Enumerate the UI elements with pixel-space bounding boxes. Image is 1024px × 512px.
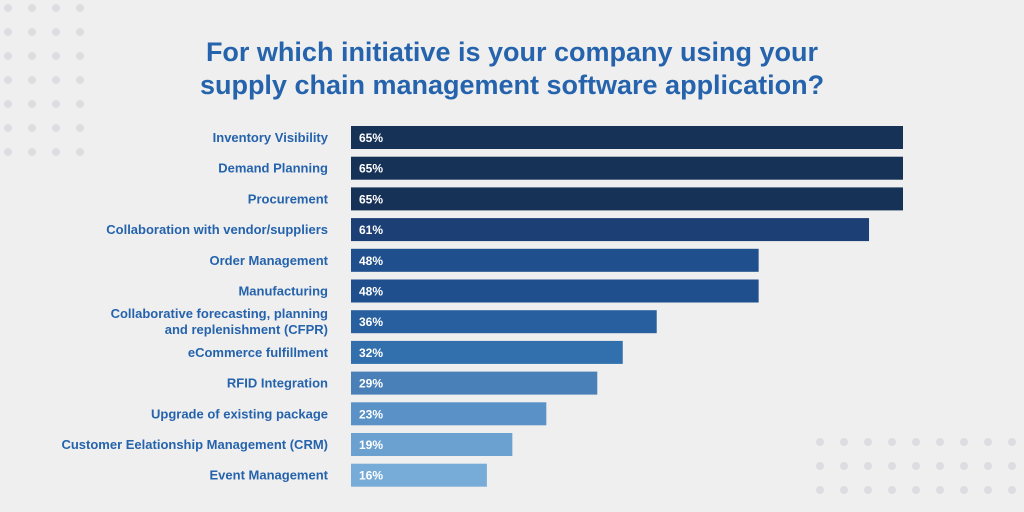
bar [351,310,657,334]
decorative-dot [76,4,84,12]
decorative-dot [52,124,60,132]
decorative-dot [840,438,848,446]
decorative-dot [4,148,12,156]
decorative-dot [52,76,60,84]
decorative-dot [52,52,60,60]
decorative-dot [76,28,84,36]
decorative-dot [52,148,60,156]
bar-value-label: 32% [359,346,383,360]
decorative-dot [76,124,84,132]
decorative-dot [1008,462,1016,470]
decorative-dot [912,486,920,494]
bar [351,402,547,426]
decorative-dot [840,486,848,494]
bar-value-label: 36% [359,315,383,329]
bar-value-label: 48% [359,254,383,268]
decorative-dot [840,462,848,470]
chart-title-line-2: supply chain management software applica… [199,70,825,100]
decorative-dot [960,438,968,446]
bar [351,187,903,211]
category-label: eCommerce fulfillment [188,345,329,360]
decorative-dot [76,100,84,108]
decorative-dot [864,438,872,446]
bar [351,433,513,456]
decorative-dot [984,462,992,470]
decorative-dot [76,52,84,60]
bar [351,218,870,242]
bar [351,156,903,180]
bar-value-label: 65% [359,162,383,176]
category-label: Demand Planning [218,161,328,176]
bar [351,126,903,149]
category-label: Event Management [210,468,329,483]
decorative-dot [816,462,824,470]
decorative-dot [816,486,824,494]
decorative-dot [984,438,992,446]
bar-value-label: 23% [359,407,383,421]
decorative-dot [52,4,60,12]
decorative-dot [936,462,944,470]
decorative-dot [52,28,60,36]
decorative-dot [984,486,992,494]
decorative-dot-grid-top-left [4,4,84,156]
decorative-dot [4,28,12,36]
decorative-dot [52,100,60,108]
bar-value-label: 16% [359,469,383,483]
decorative-dot [960,486,968,494]
decorative-dot [1008,438,1016,446]
decorative-dot [76,148,84,156]
decorative-dot [864,462,872,470]
category-label: Collaboration with vendor/suppliers [106,222,328,237]
decorative-dot [28,52,36,60]
decorative-dot [1008,486,1016,494]
decorative-dot [912,438,920,446]
bar-value-label: 65% [359,192,383,206]
decorative-dot [4,76,12,84]
decorative-dot [4,52,12,60]
bar [351,340,623,364]
decorative-dot [864,486,872,494]
decorative-dot [4,4,12,12]
decorative-dot [28,148,36,156]
decorative-dot [888,438,896,446]
category-label: Collaborative forecasting, planning [111,306,328,321]
decorative-dot [76,76,84,84]
category-label: Upgrade of existing package [151,406,328,421]
category-label: and replenishment (CFPR) [165,322,328,337]
decorative-dot [28,28,36,36]
bar [351,463,487,487]
category-label: Procurement [248,191,329,206]
bar-value-label: 29% [359,377,383,391]
decorative-dot [888,462,896,470]
bar-value-label: 65% [359,131,383,145]
bar-value-label: 48% [359,285,383,299]
decorative-dot [960,462,968,470]
decorative-dot [28,4,36,12]
decorative-dot [4,100,12,108]
chart-title-line-1: For which initiative is your company usi… [205,37,819,67]
decorative-dot [888,486,896,494]
bar-value-label: 61% [359,223,383,237]
chart-title: For which initiative is your company usi… [0,36,1024,102]
decorative-dot-grid-bottom-right [816,438,1016,494]
decorative-dot [816,438,824,446]
category-label: Manufacturing [238,284,328,299]
decorative-dot [936,438,944,446]
bar [351,279,759,303]
decorative-dot [936,486,944,494]
category-label: RFID Integration [227,376,328,391]
decorative-dot [28,124,36,132]
category-label: Order Management [210,253,329,268]
bar-value-label: 19% [359,438,383,452]
decorative-dot [28,100,36,108]
bar [351,371,598,395]
decorative-dot [912,462,920,470]
decorative-dot [4,124,12,132]
category-label: Inventory Visibility [213,130,329,145]
decorative-dot [28,76,36,84]
bar [351,248,759,272]
category-label: Customer Eelationship Management (CRM) [61,437,328,452]
